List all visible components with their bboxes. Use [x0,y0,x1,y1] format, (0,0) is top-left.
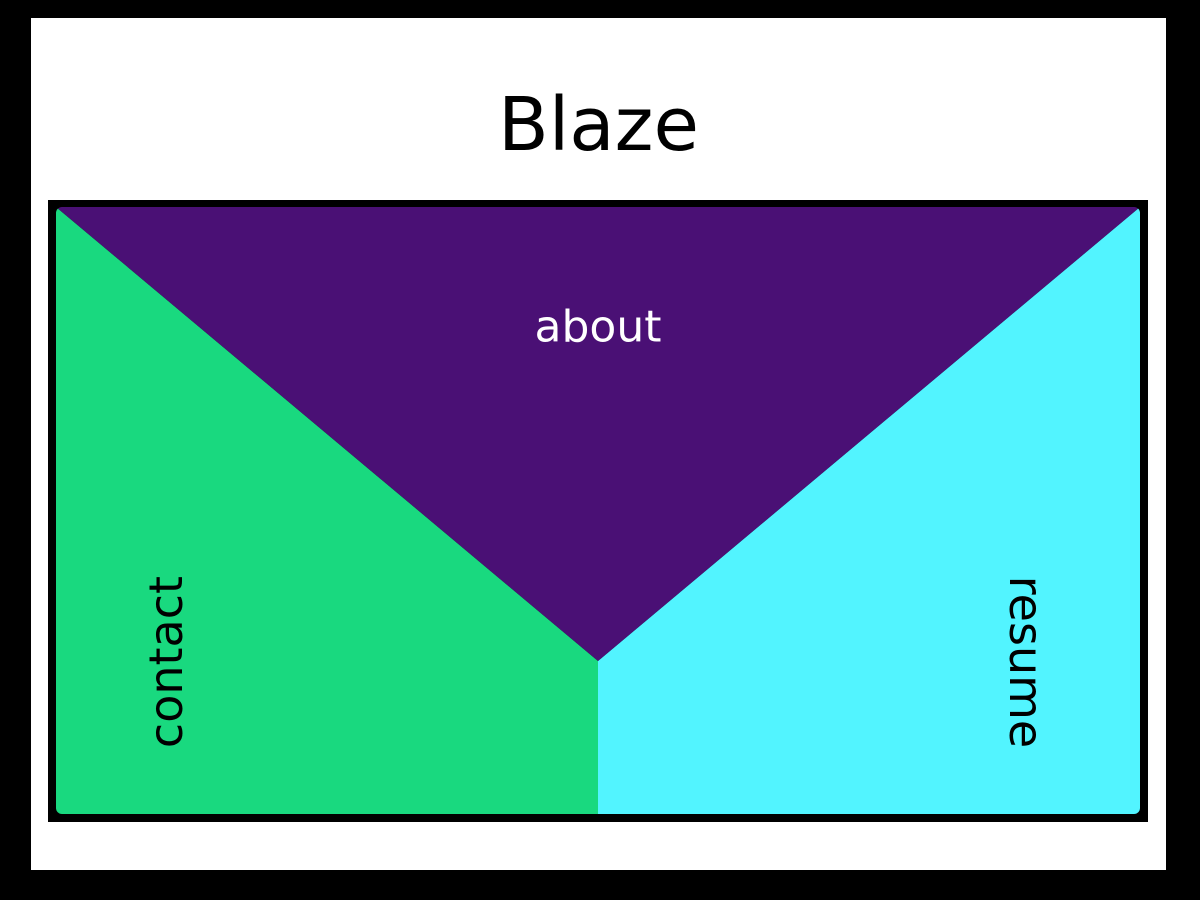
nav-panel: about contact resume [56,207,1140,814]
site-title: Blaze [497,82,700,168]
nav-graphic [56,207,1140,814]
about-region[interactable] [56,207,1140,661]
resume-region[interactable] [598,207,1140,814]
contact-region[interactable] [56,207,598,814]
